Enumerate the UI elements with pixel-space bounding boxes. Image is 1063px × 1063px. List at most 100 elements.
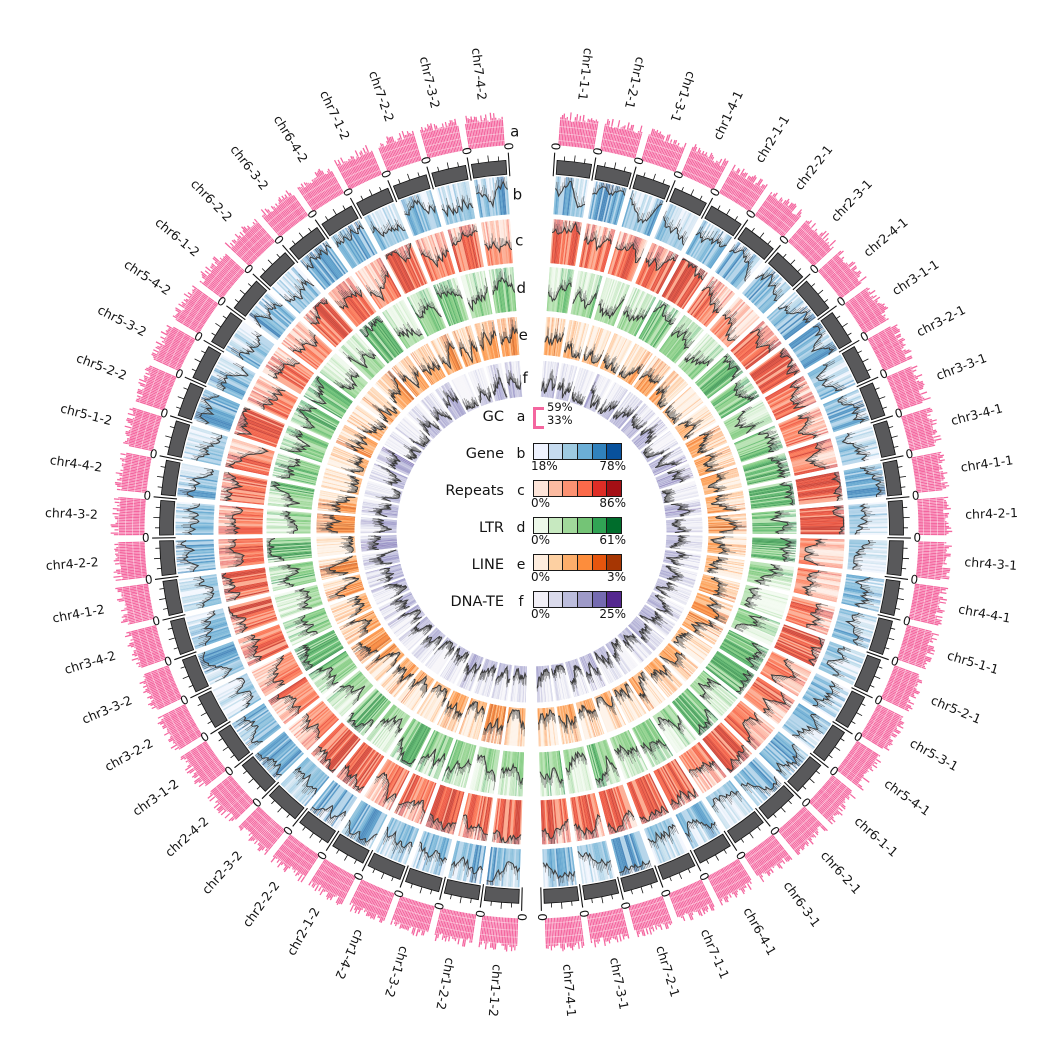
axis-band-chr3-4-1 (872, 420, 896, 458)
gc-bars-chr7-3-1 (586, 907, 630, 948)
colorbar-swatch (607, 555, 622, 570)
histogram-profile (281, 459, 302, 479)
histogram-profile (733, 382, 755, 402)
chromosome-label-chr5-2-2: chr5-2-2 (74, 350, 129, 383)
minor-ticks (360, 186, 382, 201)
histogram-profile (386, 243, 412, 263)
histogram-profile (334, 577, 360, 597)
axis-band-chr3-1-1 (820, 312, 852, 350)
minor-ticks (857, 350, 872, 372)
histogram-profile (404, 198, 436, 216)
histogram-profile (779, 348, 799, 376)
ring-f-segment-chr4-2-2 (360, 534, 398, 552)
ring-e-segment-chr5-2-2 (327, 445, 370, 477)
axis-band-chr4-1-1 (882, 459, 903, 497)
histogram-profile (726, 744, 745, 772)
ring-e-segment-chr2-1-1 (617, 343, 653, 386)
ring-d-segment-chr2-3-1 (677, 332, 725, 381)
axis-band-chr4-4-2 (160, 459, 181, 497)
origin-tick-label: 0 (340, 186, 356, 199)
minor-ticks (836, 315, 852, 336)
ring-f-segment-chr7-1-2 (451, 373, 480, 413)
histogram-profile (376, 549, 397, 565)
colorbar-swatch (548, 444, 564, 459)
histogram-profile (703, 454, 717, 472)
ring-e-segment-chr5-2-1 (691, 592, 734, 625)
colorbar-repeats-min: 0% (531, 496, 551, 510)
gc-bars-chr1-1-2 (478, 915, 519, 952)
ring-e-segment-chr6-4-1 (611, 681, 647, 724)
gc-bars-chr1-4-2 (349, 879, 395, 923)
histogram-profile (734, 615, 762, 629)
ring-b-segment-chr4-2-1 (848, 501, 888, 535)
chromosome-label-chr3-1-1: chr3-1-1 (889, 257, 941, 299)
minor-ticks (902, 506, 910, 529)
ring-c-segment-chr3-2-2 (251, 651, 303, 697)
histogram-profile (573, 813, 601, 837)
gc-hatch-lines (871, 325, 908, 370)
histogram-profile (852, 539, 871, 570)
ring-letter-e: e (519, 326, 528, 344)
gc-hatch-lines (821, 253, 862, 297)
gc-bars-chr3-4-1 (901, 407, 942, 452)
ring-d-segment-chr4-2-2 (266, 537, 313, 563)
ring-f-segment-chr5-1-2 (364, 480, 403, 504)
gc-hatch-lines (420, 124, 463, 155)
ring-letter-column: a b c d e f (510, 122, 528, 387)
ring-d-segment-chr2-4-1 (695, 353, 744, 399)
axis-band-chr6-4-1 (693, 833, 731, 864)
chromosome-label-chr1-3-1: chr1-3-1 (668, 69, 699, 124)
histogram-profile (755, 273, 778, 302)
ring-f-segment-chr4-4-2 (361, 498, 399, 519)
ring-d-segment-chr2-2-2 (366, 704, 411, 754)
ring-c-segment-chr7-2-2 (415, 231, 456, 282)
ring-e-segment-chr4-4-1 (703, 555, 745, 580)
chromosome-label-chr4-4-2: chr4-4-2 (49, 452, 103, 475)
histogram-profile (777, 305, 811, 324)
histogram-profile (742, 711, 760, 744)
histogram-profile (663, 216, 685, 246)
histogram-profile (445, 394, 459, 409)
colorbar-swatch (563, 481, 579, 496)
histogram-profile (558, 713, 577, 730)
axis-band-chr7-4-1 (543, 886, 580, 904)
axis-band-chr1-1-1 (555, 159, 593, 179)
histogram-profile (272, 362, 300, 379)
histogram-profile (381, 488, 401, 502)
colorbar-dnate-min: 0% (531, 607, 551, 621)
histogram-profile (831, 506, 845, 535)
ring-e-segment-chr4-2-1 (707, 513, 747, 534)
origin-tick-label: 0 (473, 909, 488, 918)
histogram-profile (229, 506, 244, 535)
gc-bars-chr5-3-1 (860, 704, 905, 751)
gc-bars-chr2-2-1 (754, 191, 803, 238)
ring-d-segment-chr4-1-2 (268, 561, 317, 592)
histogram-profile (287, 430, 311, 453)
minor-ticks (875, 387, 887, 409)
origin-ticks (540, 152, 911, 911)
histogram-profile (407, 448, 422, 461)
ring-b-segment-chr5-3-1 (801, 673, 851, 720)
colorbar-gene-min: 18% (531, 459, 558, 473)
colorbar-swatch (534, 518, 549, 533)
ring-d-segment-chr6-4-2 (382, 299, 425, 349)
minor-ticks (291, 227, 312, 245)
gc-bars-chr1-4-1 (681, 144, 729, 190)
ring-e-segment-chr6-1-2 (359, 386, 401, 426)
ring-c-segment-chr4-2-1 (799, 505, 845, 535)
histogram-profile (202, 651, 233, 679)
axis-band-chr5-1-1 (868, 617, 893, 656)
ring-f-segment-chr7-4-2 (503, 360, 523, 399)
ring-b-segment-chr5-1-1 (831, 608, 877, 650)
histogram-profile (479, 330, 497, 352)
histogram-profile (696, 433, 710, 454)
histogram-profile (339, 372, 360, 391)
gc-hatch-lines (600, 124, 643, 155)
histogram-profile (262, 389, 286, 410)
ring-d-segment-chr2-2-1 (658, 315, 704, 364)
ring-c-segment-chr1-3-2 (425, 784, 465, 835)
ring-b-segment-chr3-3-1 (823, 389, 870, 433)
legend-letter-d: d (516, 519, 526, 536)
ring-c-segment-chr1-1-1 (550, 219, 583, 266)
ring-f-segment-chr3-4-2 (365, 564, 405, 588)
